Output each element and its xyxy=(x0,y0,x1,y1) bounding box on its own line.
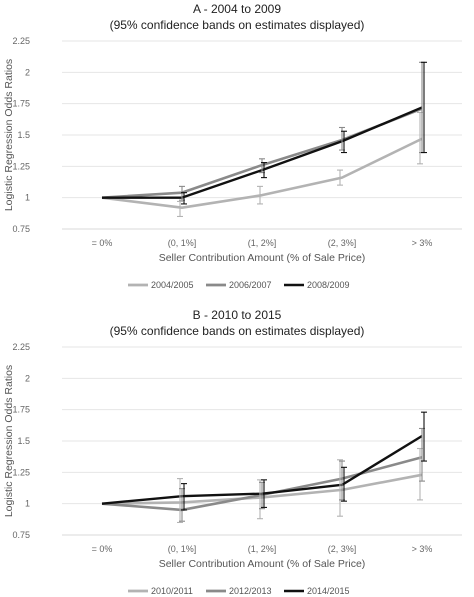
chart-title: A - 2004 to 2009 xyxy=(193,2,281,16)
x-tick-label: (0, 1%] xyxy=(168,238,197,248)
y-tick-label: 2.25 xyxy=(12,36,30,46)
chart-title: B - 2010 to 2015 xyxy=(193,308,282,322)
error-bar xyxy=(341,466,347,502)
legend-item: 2004/2005 xyxy=(128,280,194,290)
error-bar xyxy=(261,162,267,179)
error-bar xyxy=(181,483,187,511)
x-tick-label: > 3% xyxy=(412,544,433,554)
error-bar xyxy=(177,200,183,218)
error-bar xyxy=(181,192,187,205)
x-axis-label: Seller Contribution Amount (% of Sale Pr… xyxy=(159,252,366,264)
legend-label: 2004/2005 xyxy=(151,280,194,290)
error-bar xyxy=(337,459,343,517)
error-bar xyxy=(341,130,347,154)
y-tick-label: 0.75 xyxy=(12,530,30,540)
series-line-2006-2007 xyxy=(101,107,423,199)
error-bar xyxy=(421,61,427,154)
x-tick-label: (2, 3%] xyxy=(328,238,357,248)
legend-item: 2006/2007 xyxy=(206,280,272,290)
chart-panel-b: B - 2010 to 2015 (95% confidence bands on… xyxy=(3,308,462,596)
x-tick-label: = 0% xyxy=(92,238,113,248)
y-tick-label: 2 xyxy=(25,373,30,383)
legend-item: 2010/2011 xyxy=(128,586,193,596)
x-tick-label: (0, 1%] xyxy=(168,544,197,554)
legend-label: 2014/2015 xyxy=(307,586,350,596)
error-bar xyxy=(261,479,267,508)
error-bar xyxy=(177,478,183,524)
y-tick-label: 1 xyxy=(25,499,30,509)
y-tick-label: 2.25 xyxy=(12,342,30,352)
x-tick-label: > 3% xyxy=(412,238,433,248)
error-bar xyxy=(421,411,427,462)
x-tick-label: (2, 3%] xyxy=(328,544,357,554)
y-tick-label: 1.75 xyxy=(12,405,30,415)
legend-item: 2012/2013 xyxy=(206,586,272,596)
y-tick-label: 2 xyxy=(25,67,30,77)
legend-label: 2012/2013 xyxy=(229,586,272,596)
y-tick-label: 1.5 xyxy=(17,130,30,140)
x-tick-label: (1, 2%] xyxy=(248,238,277,248)
series-line-2008-2009 xyxy=(102,106,423,199)
y-axis-label: Logistic Regression Odds Ratios xyxy=(3,365,15,517)
y-tick-label: 1.75 xyxy=(12,99,30,109)
y-axis-label: Logistic Regression Odds Ratios xyxy=(3,59,15,211)
error-bar xyxy=(257,185,263,205)
legend-label: 2006/2007 xyxy=(229,280,272,290)
series-line-2004-2005 xyxy=(101,137,423,209)
x-tick-label: (1, 2%] xyxy=(248,544,277,554)
y-tick-label: 1.25 xyxy=(12,467,30,477)
y-tick-label: 0.75 xyxy=(12,224,30,234)
legend-label: 2010/2011 xyxy=(151,586,193,596)
y-tick-label: 1 xyxy=(25,193,30,203)
error-bar xyxy=(337,169,343,186)
y-tick-label: 1.25 xyxy=(12,161,30,171)
x-tick-label: = 0% xyxy=(92,544,113,554)
y-tick-label: 1.5 xyxy=(17,436,30,446)
legend-label: 2008/2009 xyxy=(307,280,350,290)
legend-item: 2008/2009 xyxy=(284,280,350,290)
chart-subtitle: (95% confidence bands on estimates displ… xyxy=(110,18,365,32)
legend-item: 2014/2015 xyxy=(284,586,350,596)
x-axis-label: Seller Contribution Amount (% of Sale Pr… xyxy=(159,558,366,570)
chart-subtitle: (95% confidence bands on estimates displ… xyxy=(110,324,365,338)
chart-panel-a: A - 2004 to 2009 (95% confidence bands on… xyxy=(3,2,462,290)
